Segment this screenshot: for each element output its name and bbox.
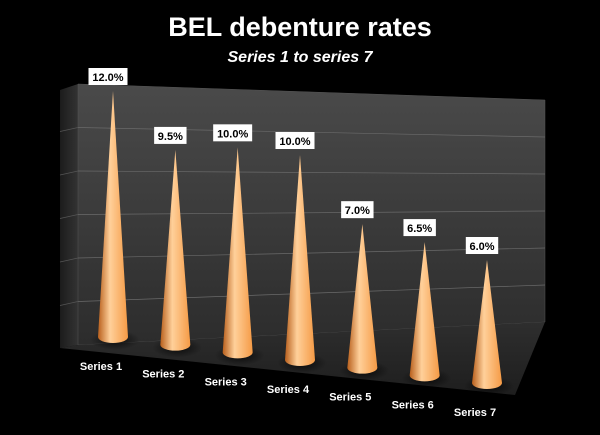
category-label: Series 2	[142, 369, 184, 381]
data-series	[90, 91, 514, 396]
cone-bar	[98, 91, 128, 343]
gridline-side	[59, 127, 79, 132]
data-label-box	[275, 132, 315, 149]
gridline-side	[59, 170, 79, 176]
cone-bar	[285, 155, 315, 366]
data-label-box	[88, 68, 128, 85]
cone-bar	[472, 260, 502, 389]
cone-bar	[160, 149, 191, 351]
data-label-box	[154, 126, 187, 144]
gridline-side	[59, 214, 79, 219]
data-label: 6.0%	[465, 237, 499, 254]
category-label: Series 5	[329, 392, 371, 404]
plot-area: Series 1 Series 2 Series 3 Series 4 Series 5…	[59, 68, 546, 419]
data-label: 6.5%	[403, 219, 436, 237]
data-label-text: 9.5%	[158, 131, 183, 143]
gridline	[77, 210, 546, 215]
data-label-box	[403, 219, 436, 237]
category-label: Series 3	[205, 376, 247, 388]
data-label: 7.0%	[341, 201, 374, 219]
data-label-text: 10.0%	[217, 128, 248, 140]
data-label-box	[465, 237, 499, 254]
gridline-side	[59, 301, 79, 306]
side-wall	[60, 84, 78, 348]
category-label: Series 1	[80, 361, 122, 373]
data-label: 12.0%	[88, 68, 128, 85]
data-label-text: 7.0%	[345, 205, 370, 217]
data-label-box	[341, 201, 374, 219]
gridline	[77, 284, 546, 302]
data-labels: 12.0% 9.5% 10.0% 10.0% 7.0% 6.5% 6.0%	[88, 68, 499, 254]
category-label: Series 4	[267, 384, 310, 396]
chart-title: BEL debenture rates	[168, 12, 432, 42]
category-label: Series 7	[454, 407, 496, 419]
data-label-text: 6.5%	[407, 223, 432, 235]
gridline	[77, 170, 546, 175]
data-label-text: 12.0%	[92, 72, 123, 84]
gridline-side	[59, 257, 79, 263]
category-label: Series 6	[392, 399, 434, 411]
chart-subtitle: Series 1 to series 7	[228, 49, 374, 66]
cone-bar	[222, 147, 253, 359]
data-label-box	[213, 124, 253, 142]
category-labels: Series 1 Series 2 Series 3 Series 4 Series 5…	[80, 361, 496, 419]
data-label: 10.0%	[213, 124, 253, 142]
data-label-text: 10.0%	[279, 136, 310, 148]
data-label: 9.5%	[154, 126, 187, 144]
data-label: 10.0%	[275, 132, 315, 149]
back-wall	[77, 83, 546, 346]
data-label-text: 6.0%	[469, 241, 494, 253]
cone-bar	[409, 242, 440, 382]
cone-bar	[347, 224, 378, 374]
